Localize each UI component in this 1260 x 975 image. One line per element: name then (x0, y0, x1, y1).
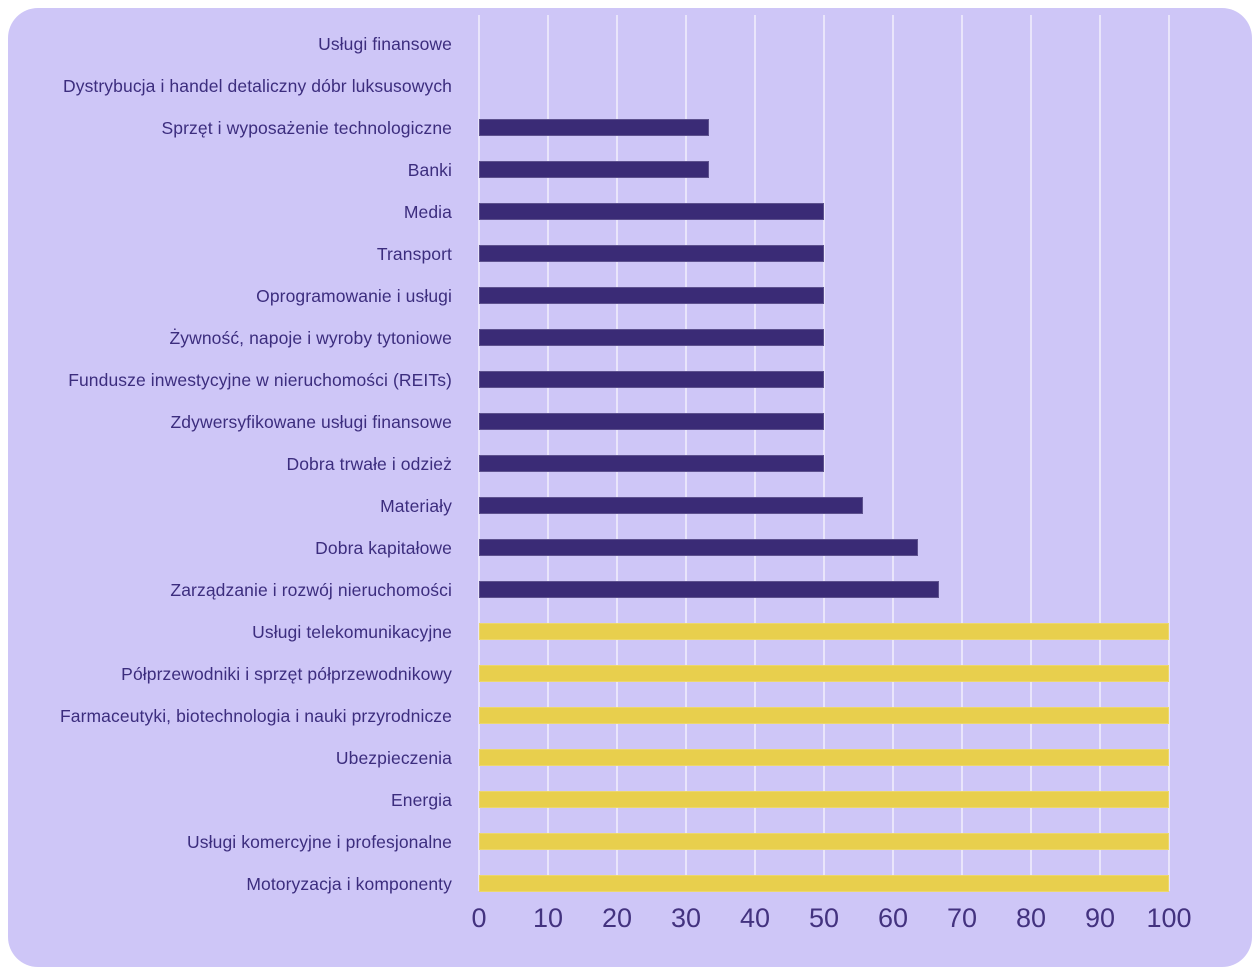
chart-panel (8, 8, 1252, 967)
